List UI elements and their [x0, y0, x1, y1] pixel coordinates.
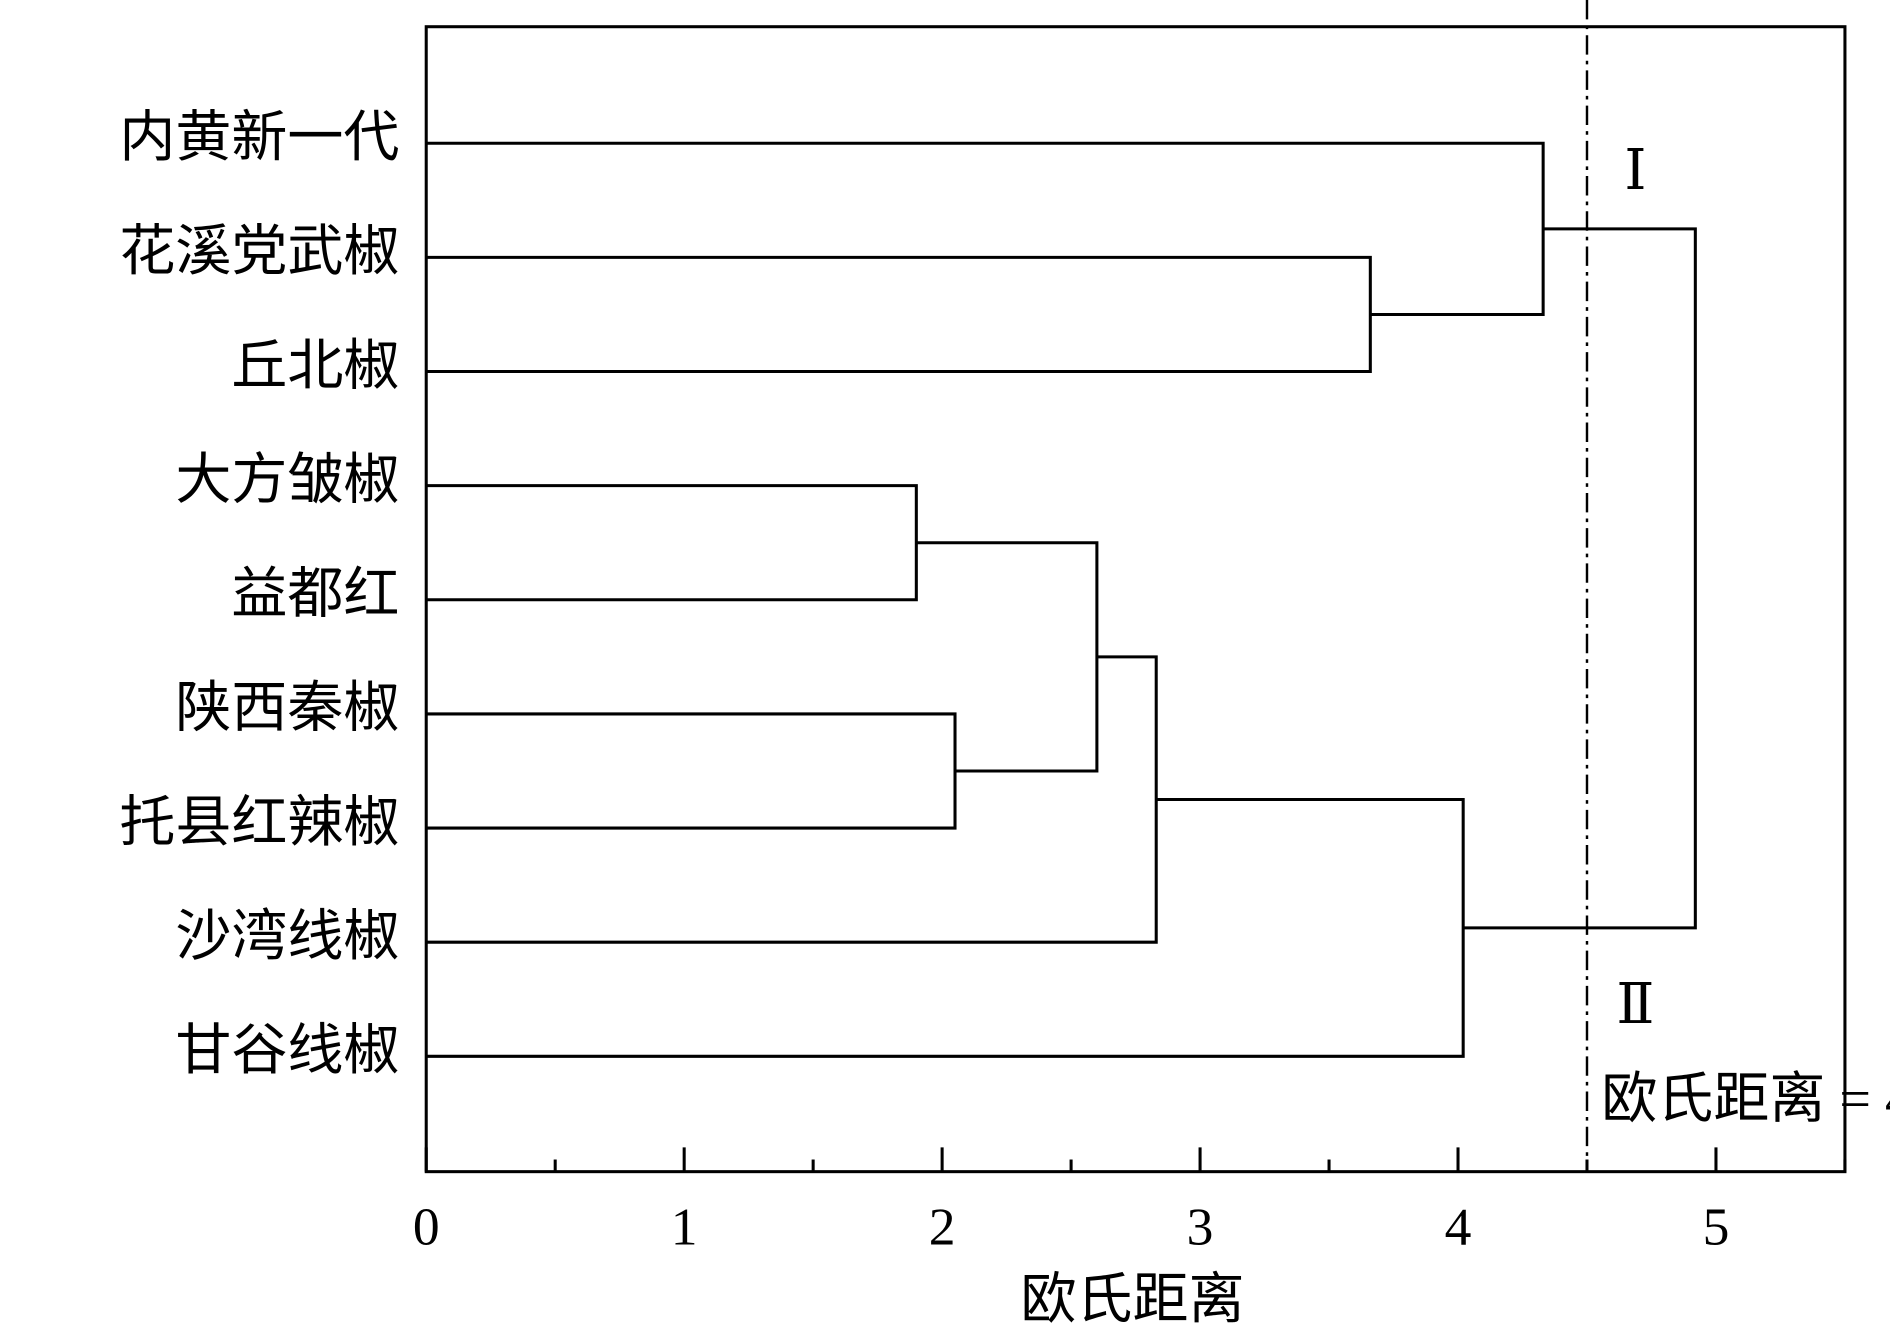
- leaf-label: 陕西秦椒: [175, 678, 399, 740]
- dendrogram-link: [426, 255, 1372, 374]
- x-tick-label: 0: [413, 1197, 440, 1257]
- dendrogram-link: [426, 141, 1545, 316]
- dendrogram-link: [1463, 227, 1697, 930]
- x-axis-title: 欧氏距离: [1021, 1269, 1245, 1331]
- leaf-label: 花溪党武椒: [119, 221, 399, 283]
- leaf-label: 益都红: [231, 564, 399, 626]
- x-tick-label: 5: [1703, 1197, 1730, 1257]
- leaf-label: 托县红辣椒: [119, 792, 399, 854]
- dendrogram-link: [426, 655, 1158, 944]
- dendrogram-link: [426, 712, 957, 830]
- dendrogram-link: [426, 798, 1465, 1058]
- x-tick-label: 1: [671, 1197, 698, 1257]
- leaf-label: 内黄新一代: [119, 107, 399, 169]
- cluster-label: Ⅱ: [1616, 974, 1654, 1036]
- x-tick-label: 4: [1445, 1197, 1472, 1257]
- leaf-label: 甘谷线椒: [175, 1020, 399, 1082]
- x-tick-label: 3: [1187, 1197, 1214, 1257]
- x-tick-label: 2: [929, 1197, 956, 1257]
- cut-label: 欧氏距离 = 4.5: [1601, 1069, 1890, 1131]
- cluster-label: Ⅰ: [1624, 140, 1646, 202]
- leaf-label: 大方皱椒: [175, 450, 399, 512]
- dendrogram-link: [916, 541, 1099, 773]
- leaf-label: 丘北椒: [231, 335, 399, 397]
- dendrogram-link: [426, 484, 918, 602]
- leaf-label: 沙湾线椒: [175, 906, 399, 968]
